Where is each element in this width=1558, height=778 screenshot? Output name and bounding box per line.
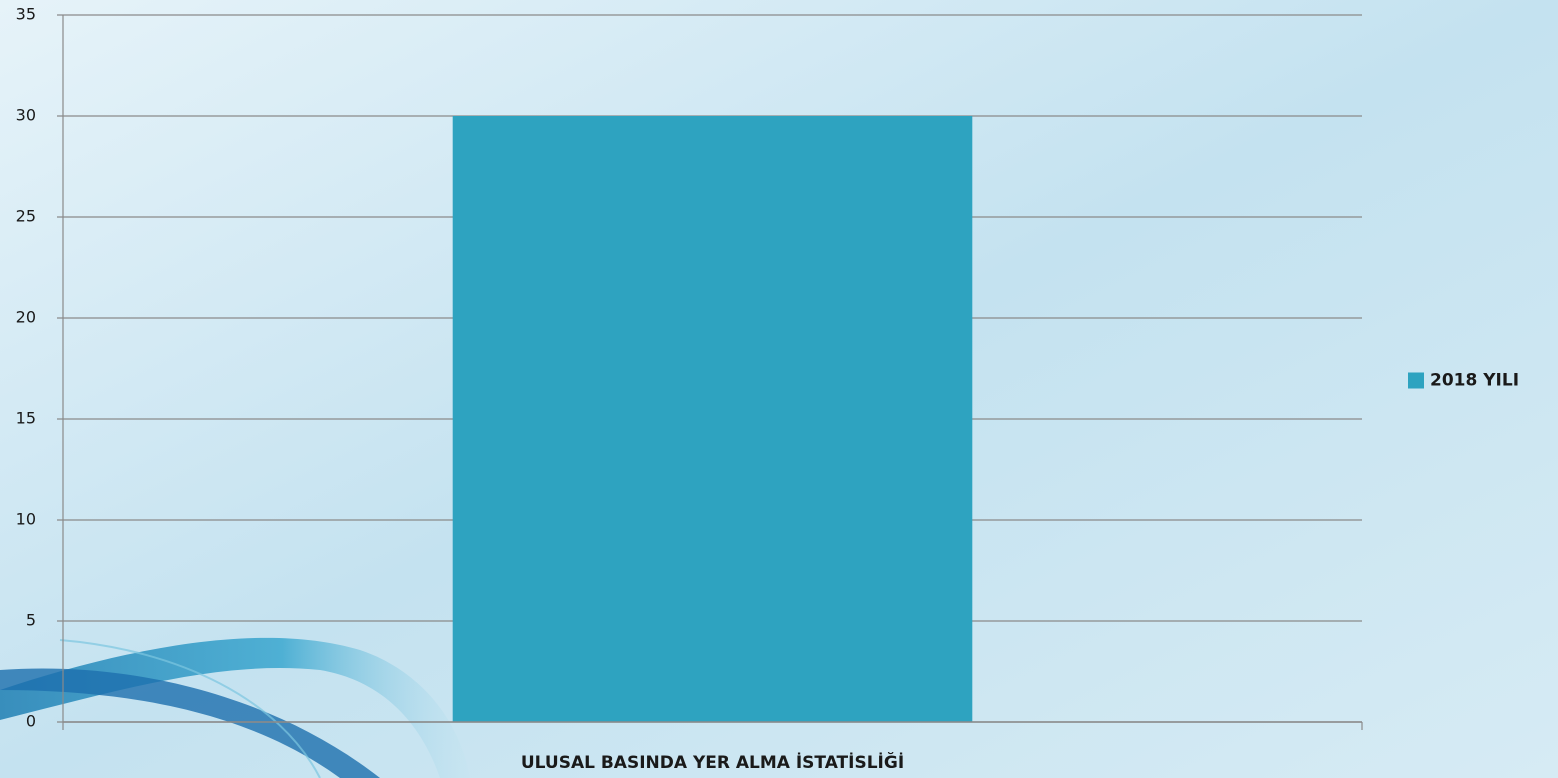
bar bbox=[453, 116, 973, 722]
legend-label: 2018 YILI bbox=[1430, 371, 1519, 391]
y-tick-label: 30 bbox=[16, 106, 36, 125]
chart: 0 5 10 15 20 25 30 35 ULUSAL BASINDA YER ALMA İS… bbox=[0, 0, 1558, 778]
x-tick-label: ULUSAL BASINDA YER ALMA İSTATİSLİĞİ bbox=[521, 751, 904, 773]
y-tick-label: 5 bbox=[26, 611, 36, 630]
page: 0 5 10 15 20 25 30 35 ULUSAL BASINDA YER ALMA İS… bbox=[0, 0, 1558, 778]
y-tick-label: 25 bbox=[16, 207, 36, 226]
y-tick-label: 15 bbox=[16, 409, 36, 428]
y-tick-label: 0 bbox=[26, 712, 36, 731]
y-tick-label: 20 bbox=[16, 308, 36, 327]
legend-swatch bbox=[1408, 373, 1424, 389]
y-tick-label: 10 bbox=[16, 510, 36, 529]
y-tick-label: 35 bbox=[16, 5, 36, 24]
